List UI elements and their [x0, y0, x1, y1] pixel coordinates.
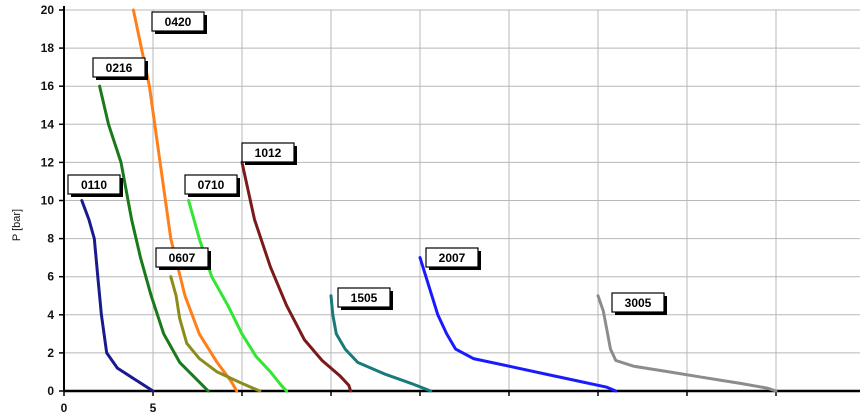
series-line-3005: [596, 294, 778, 393]
y-tick-label: 14: [41, 117, 55, 131]
y-tick-label: 12: [41, 155, 55, 169]
series-label-1505: 1505: [351, 291, 378, 305]
series-line-1012: [240, 160, 353, 393]
y-tick-label: 10: [41, 194, 55, 208]
y-tick-label: 18: [41, 41, 55, 55]
y-tick-label: 2: [47, 346, 54, 360]
series-label-0420: 0420: [165, 15, 192, 29]
series-label-box: [184, 174, 238, 195]
y-axis-label: P [bar]: [11, 209, 23, 241]
y-tick-label: 0: [47, 384, 54, 398]
series-label-box: [151, 11, 205, 32]
series-line-1505: [329, 294, 433, 393]
series-line-0110: [80, 199, 155, 393]
series-label-0110: 0110: [81, 178, 107, 192]
series-label-0710: 0710: [198, 178, 225, 192]
series-label-box: [425, 247, 479, 268]
series-label-box: [155, 247, 209, 268]
x-tick-label: 0: [61, 401, 68, 415]
series-labels: 0110 0216 0420 0607 0710 1012 1505 2007 3005: [67, 11, 667, 315]
series-label-box: [611, 292, 665, 313]
series-label-box: [92, 57, 146, 78]
series-label-box: [241, 142, 295, 163]
series-label-box: [67, 174, 121, 195]
series-line-0607: [169, 275, 262, 393]
series-label-2007: 2007: [439, 251, 466, 265]
y-tick-label: 6: [47, 270, 54, 284]
x-tick-label: 5: [150, 401, 157, 415]
axes: [59, 6, 860, 396]
y-tick-label: 16: [41, 79, 55, 93]
tick-labels: 0 2 4 6 8 10 12 14 16 18 20 0 5: [41, 3, 157, 415]
series-label-3005: 3005: [625, 296, 652, 310]
series-line-0216: [98, 84, 210, 393]
grid: [64, 9, 860, 392]
series-label-0607: 0607: [169, 251, 196, 265]
y-tick-label: 8: [47, 232, 54, 246]
series-label-0216: 0216: [106, 61, 133, 75]
series-label-box: [337, 287, 391, 308]
y-tick-label: 20: [41, 3, 55, 17]
y-tick-label: 4: [47, 308, 54, 322]
series-label-1012: 1012: [255, 146, 282, 160]
series-line-2007: [418, 256, 618, 393]
